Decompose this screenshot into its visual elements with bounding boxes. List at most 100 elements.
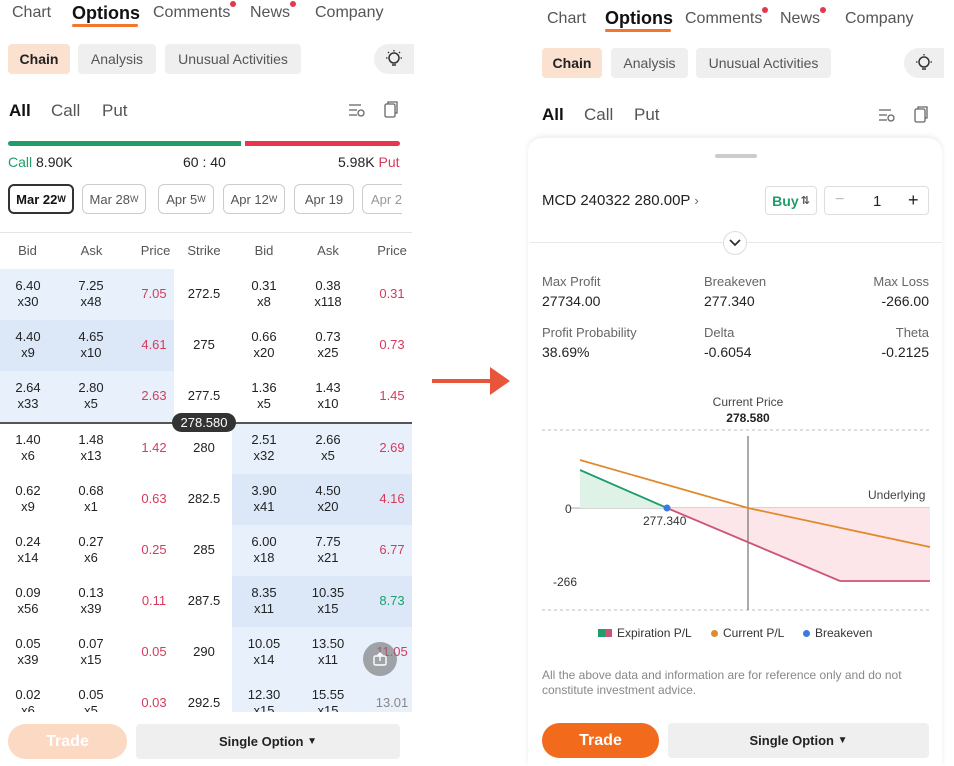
current-pl-line [579,459,931,548]
expiration-pl-profit-line [579,469,668,509]
weekly-marker: W [197,194,206,204]
lightbulb-icon[interactable] [374,44,414,74]
filter-call[interactable]: Call [51,101,81,120]
call-row-bg[interactable] [0,474,174,525]
trade-button[interactable]: Trade [542,723,659,758]
tab-company[interactable]: Company [315,4,384,21]
current-price-badge: 278.580 [172,413,236,432]
put-price: 0.73 [379,337,405,352]
call-row-bg[interactable] [0,627,174,678]
tab-chart[interactable]: Chart [547,10,587,27]
call-bid: 4.40 x9 [0,329,56,361]
header-put-bid: Bid [254,243,274,258]
call-price: 0.25 [141,542,167,557]
legend-dot-icon [803,629,810,637]
call-row-bg[interactable] [0,423,174,474]
put-bid-value: 1.36 [251,380,277,395]
put-bid: 2.51 x32 [236,432,292,464]
tab-comments[interactable]: Comments [153,1,237,22]
trade-button[interactable]: Trade [8,724,127,759]
strike-cell-bg [174,678,232,712]
call-bid: 0.24 x14 [0,534,56,566]
call-row-bg[interactable] [0,678,174,712]
expiration-4[interactable]: Apr 19 [294,184,354,214]
quantity-value[interactable]: 1 [873,193,882,210]
subtab-chain[interactable]: Chain [8,44,70,74]
put-row-bg[interactable] [232,320,412,371]
filter-put[interactable]: Put [634,105,660,124]
strike-cell-bg [174,525,232,576]
filter-all[interactable]: All [542,105,564,124]
call-row-bg[interactable] [0,525,174,576]
expiration-3[interactable]: Apr 12 W [223,184,285,214]
settings-list-icon[interactable] [348,101,366,124]
call-row-bg[interactable] [0,269,174,320]
put-row-bg[interactable] [232,525,412,576]
subtab-unusual-activities[interactable]: Unusual Activities [165,44,301,74]
header-strike: Strike [187,243,221,258]
buy-sell-toggle[interactable]: Buy ⇅ [765,186,817,215]
call-ask-size: x48 [80,294,102,309]
weekly-marker: W [57,194,66,204]
subtab-analysis[interactable]: Analysis [611,48,688,78]
tab-options[interactable]: Options [605,8,673,32]
subtab-chain[interactable]: Chain [542,48,602,78]
filter-all[interactable]: All [9,101,31,120]
put-bid-size: x14 [253,652,275,667]
put-ask-value: 15.55 [311,687,345,702]
divider [0,232,412,233]
minus-icon[interactable]: − [835,191,845,208]
drag-handle[interactable] [715,154,757,158]
strike-price: 280 [193,440,215,455]
expiration-5[interactable]: Apr 2 [362,184,402,214]
tab-news[interactable]: News [780,7,827,28]
single-option-dropdown[interactable]: Single Option ▼ [668,723,929,758]
single-option-dropdown[interactable]: Single Option ▼ [136,724,400,759]
subtab-analysis[interactable]: Analysis [78,44,156,74]
lightbulb-icon[interactable] [904,48,944,78]
chevron-down-icon[interactable] [723,231,747,255]
expiration-1[interactable]: Mar 28 W [82,184,146,214]
subtab-unusual-activities[interactable]: Unusual Activities [696,48,831,78]
filter-call[interactable]: Call [584,105,614,124]
put-row-bg[interactable] [232,269,412,320]
tab-comments[interactable]: Comments [685,7,769,28]
tab-company[interactable]: Company [845,10,914,27]
filter-put[interactable]: Put [102,101,128,120]
call-row-bg[interactable] [0,320,174,371]
tab-chart[interactable]: Chart [12,4,52,21]
expiration-0[interactable]: Mar 22 W [8,184,74,214]
call-bid-size: x6 [21,703,35,712]
call-ask: 4.65 x10 [63,329,119,361]
call-price: 0.03 [141,695,167,710]
call-row-bg[interactable] [0,371,174,422]
call-ask-value: 1.48 [78,432,104,447]
tab-options[interactable]: Options [72,3,140,27]
put-ask-value: 13.50 [311,636,345,651]
contract-name[interactable]: MCD 240322 280.00P › [542,192,699,209]
settings-list-icon[interactable] [878,106,896,129]
copy-icon[interactable] [913,105,929,128]
put-ask-value: 7.75 [315,534,341,549]
put-row-bg[interactable] [232,678,412,712]
put-row-bg[interactable] [232,423,412,474]
put-bid-size: x15 [253,703,275,712]
call-row-bg[interactable] [0,576,174,627]
put-ask-size: x11 [318,652,338,667]
header-put-price: Price [377,243,407,258]
profit-probability-label: Profit Probability [542,325,637,340]
put-bid: 12.30 x15 [236,687,292,712]
copy-icon[interactable] [383,100,399,123]
tab-news[interactable]: News [250,1,297,22]
put-ask: 10.35 x15 [300,585,356,617]
header-put-ask: Ask [317,243,339,258]
call-bid-value: 0.02 [15,687,41,702]
put-row-bg[interactable] [232,371,412,422]
header-call-price: Price [140,243,171,258]
put-row-bg[interactable] [232,576,412,627]
max-loss-value: -266.00 [881,293,929,309]
share-icon[interactable] [363,642,397,676]
plus-icon[interactable]: + [908,190,919,210]
put-row-bg[interactable] [232,474,412,525]
